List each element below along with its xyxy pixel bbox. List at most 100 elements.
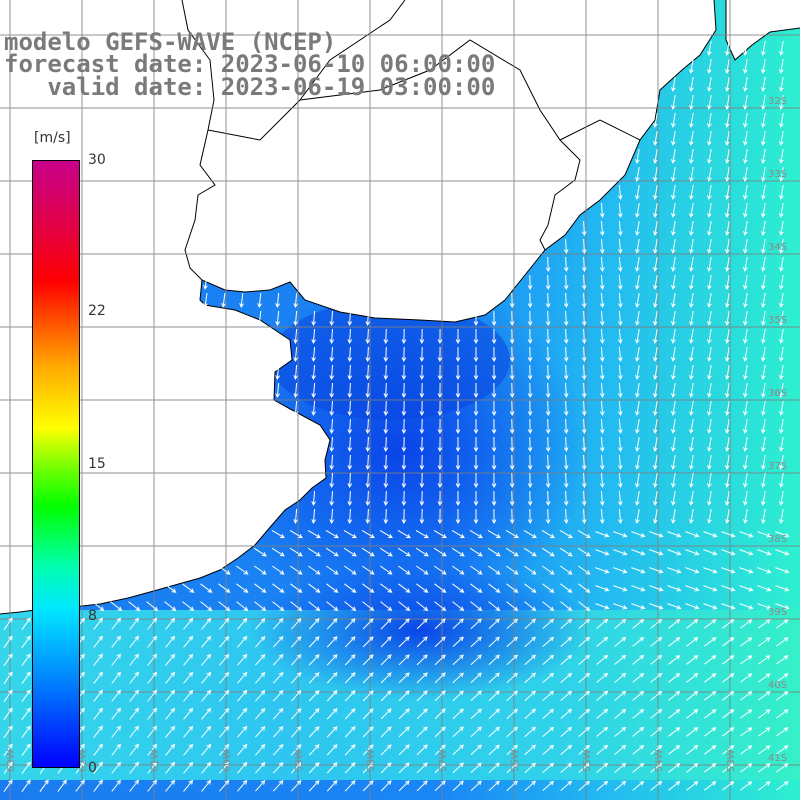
wind-arrow	[689, 383, 694, 398]
wind-arrow	[237, 635, 248, 648]
wind-arrow	[401, 508, 407, 525]
wind-arrow	[236, 565, 249, 575]
wind-arrow	[596, 618, 609, 629]
wind-arrow	[632, 636, 645, 647]
wind-arrow	[671, 329, 676, 344]
wind-arrow	[563, 328, 569, 345]
wind-arrow	[434, 708, 446, 720]
wind-arrow	[542, 672, 555, 683]
wind-arrow	[111, 725, 121, 738]
wind-arrow	[545, 472, 551, 489]
wind-arrow	[362, 672, 374, 684]
wind-arrow	[650, 690, 663, 701]
wind-arrow	[434, 601, 447, 612]
wind-arrow	[488, 708, 500, 720]
wind-arrow	[488, 762, 500, 774]
wind-arrow	[653, 491, 658, 506]
wind-arrow	[545, 310, 551, 327]
wind-arrow	[505, 547, 519, 557]
wind-arrow	[165, 743, 176, 756]
wind-arrow	[596, 726, 609, 737]
wind-arrow	[524, 672, 536, 684]
wind-arrow	[308, 726, 320, 738]
wind-arrow	[743, 347, 748, 362]
wind-arrow	[452, 762, 464, 774]
wind-arrow	[725, 257, 730, 272]
wind-arrow	[743, 509, 748, 524]
wind-arrow	[595, 585, 610, 592]
wind-arrow	[779, 347, 784, 362]
wind-arrow	[221, 293, 226, 308]
latitude-label: 32S	[768, 96, 787, 107]
wind-arrow	[725, 131, 730, 146]
wind-arrow	[398, 780, 410, 792]
wind-arrow	[725, 419, 730, 434]
wind-arrow	[595, 603, 610, 610]
wind-arrow	[219, 671, 230, 684]
wind-arrow	[434, 744, 446, 756]
wind-arrow	[255, 690, 266, 702]
wind-arrow	[361, 529, 375, 539]
wind-arrow	[203, 275, 208, 290]
wind-arrow	[93, 725, 103, 738]
wind-arrow	[254, 583, 267, 593]
wind-arrow	[563, 238, 569, 255]
wind-arrow	[183, 761, 194, 774]
wind-arrow	[419, 328, 425, 345]
wind-arrow	[779, 275, 784, 290]
wind-arrow	[758, 655, 771, 665]
wind-arrow	[581, 418, 587, 435]
wind-arrow	[650, 726, 663, 737]
wind-arrow	[271, 547, 285, 557]
wind-arrow	[725, 473, 730, 488]
wind-arrow	[707, 365, 712, 380]
wind-arrow	[380, 762, 392, 774]
wind-arrow	[509, 346, 515, 363]
wind-arrow	[470, 636, 482, 648]
wind-arrow	[383, 508, 389, 525]
wind-arrow	[668, 781, 681, 791]
wind-arrow	[379, 529, 393, 539]
wind-arrow	[383, 328, 389, 345]
wind-arrow	[707, 77, 712, 92]
wind-arrow	[650, 654, 663, 665]
wind-arrow	[776, 709, 789, 719]
wind-arrow	[365, 328, 371, 345]
wind-arrow	[488, 618, 500, 630]
wind-arrow	[437, 400, 443, 417]
wind-arrow	[470, 708, 482, 720]
wind-arrow	[689, 365, 694, 380]
wind-arrow	[761, 95, 766, 110]
wind-arrow	[437, 418, 443, 435]
wind-arrow	[398, 565, 411, 575]
wind-arrow	[524, 744, 536, 756]
wind-arrow	[614, 672, 627, 683]
wind-arrow	[776, 655, 789, 665]
wind-arrow	[183, 689, 194, 702]
wind-arrow	[308, 618, 320, 630]
wind-arrow	[725, 239, 730, 254]
wind-arrow	[707, 383, 712, 398]
wind-arrow	[509, 310, 515, 327]
wind-arrow	[506, 654, 518, 666]
wind-arrow	[599, 400, 605, 417]
wind-arrow	[779, 509, 784, 524]
wind-arrow	[275, 382, 281, 399]
wind-arrow	[419, 346, 425, 363]
wind-arrow	[649, 567, 664, 574]
wind-arrow	[509, 454, 515, 471]
wind-arrow	[617, 472, 623, 489]
wind-arrow	[725, 365, 730, 380]
wind-arrow	[632, 672, 645, 683]
wind-arrow	[722, 619, 735, 629]
wind-arrow	[707, 41, 712, 56]
wind-arrow	[311, 490, 317, 507]
wind-arrow	[200, 583, 213, 593]
wind-arrow	[686, 637, 699, 647]
wind-arrow	[707, 491, 712, 506]
wind-arrow	[542, 690, 555, 701]
wind-arrow	[758, 673, 771, 683]
wind-arrow	[563, 292, 569, 309]
wind-arrow	[491, 310, 497, 327]
wind-arrow	[667, 549, 682, 556]
